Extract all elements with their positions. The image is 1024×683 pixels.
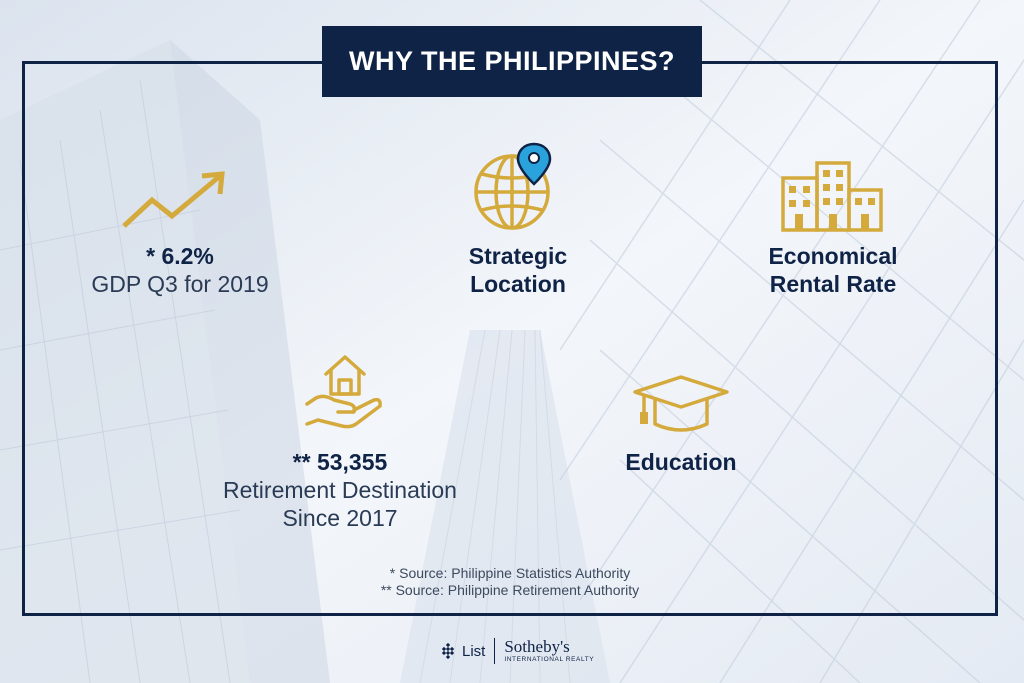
gdp-value: * 6.2% [146,243,214,269]
page-title: WHY THE PHILIPPINES? [322,26,702,97]
rental-line1: Economical [768,243,898,269]
buildings-icon [781,161,883,232]
logo-partner-sub: INTERNATIONAL REALTY [504,656,595,664]
graduation-cap-icon [633,375,729,432]
source-2: ** Source: Philippine Retirement Authori… [380,582,640,598]
retirement-line1: Retirement Destination [223,477,457,503]
gdp-caption: GDP Q3 for 2019 [91,271,269,297]
logo-divider [494,638,496,664]
globe-pin-icon [474,142,552,230]
rental-line2: Rental Rate [769,271,897,297]
trend-up-arrow-icon [122,171,225,228]
education-label: Education [625,449,737,475]
source-1: * Source: Philippine Statistics Authorit… [389,565,631,581]
location-line1: Strategic [468,243,568,269]
hand-house-icon [305,355,382,429]
brand-logo: List Sotheby's INTERNATIONAL REALTY [440,636,594,666]
logo-partner-name: Sotheby's [504,637,570,657]
logo-brand: List [462,642,486,660]
retirement-line2: Since 2017 [282,505,398,531]
logo-partner: Sotheby's INTERNATIONAL REALTY [504,638,594,664]
list-logo-icon [441,643,455,659]
sources-note: * Source: Philippine Statistics Authorit… [300,565,720,599]
location-line2: Location [470,271,566,297]
retirement-value: ** 53,355 [292,449,388,475]
